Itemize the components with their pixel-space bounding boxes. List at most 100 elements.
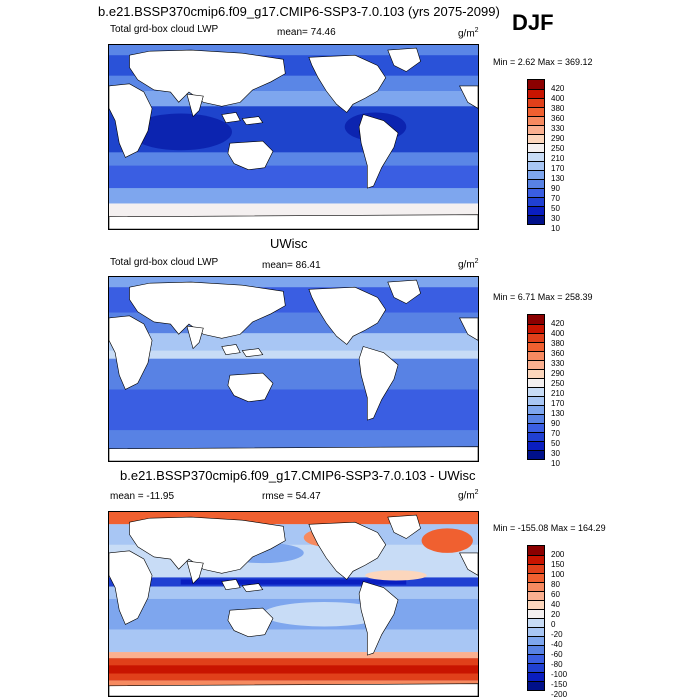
colorbar-swatch: [528, 125, 544, 134]
colorbar-swatch: [528, 423, 544, 432]
colorbar-swatch: [528, 206, 544, 215]
colorbar-swatch: [528, 441, 544, 450]
colorbar-swatch: [528, 179, 544, 188]
panel2-mean-label: mean= 86.41: [262, 260, 321, 271]
colorbar-label: 290: [551, 134, 565, 143]
colorbar-label: 420: [551, 319, 565, 328]
colorbar-label: 210: [551, 389, 565, 398]
colorbar-label: 90: [551, 419, 560, 428]
colorbar-label: 100: [551, 570, 565, 579]
colorbar-swatch: [528, 80, 544, 89]
colorbar-swatch: [528, 396, 544, 405]
panel3-rmse-label: rmse = 54.47: [262, 491, 321, 502]
panel1-unit-label: g/m2: [458, 27, 479, 40]
colorbar-swatch: [528, 98, 544, 107]
colorbar-label: 360: [551, 114, 565, 123]
colorbar-label: 130: [551, 174, 565, 183]
colorbar-label: 250: [551, 144, 565, 153]
colorbar-label: 250: [551, 379, 565, 388]
colorbar-swatch: [528, 161, 544, 170]
panel2-minmax-label: Min = 6.71 Max = 258.39: [493, 292, 593, 302]
panel3-title: b.e21.BSSP370cmip6.f09_g17.CMIP6-SSP3-7.…: [120, 468, 476, 483]
colorbar-swatch: [528, 333, 544, 342]
panel2-colorbar: [527, 314, 545, 460]
colorbar-label: 20: [551, 610, 560, 619]
panel1-variable-label: Total grd-box cloud LWP: [110, 24, 219, 35]
colorbar-label: 200: [551, 550, 565, 559]
colorbar-swatch: [528, 170, 544, 179]
colorbar-label: -60: [551, 650, 563, 659]
colorbar-label: 290: [551, 369, 565, 378]
colorbar-swatch: [528, 450, 544, 459]
panel3-colorbar: [527, 545, 545, 691]
colorbar-swatch: [528, 315, 544, 324]
colorbar-swatch: [528, 564, 544, 573]
panel1-mean-label: mean= 74.46: [277, 27, 336, 38]
colorbar-label: 380: [551, 104, 565, 113]
colorbar-swatch: [528, 627, 544, 636]
panel2-map: [108, 276, 479, 462]
colorbar-label: 420: [551, 84, 565, 93]
colorbar-label: 360: [551, 349, 565, 358]
panel1-map: [108, 44, 479, 230]
colorbar-label: 60: [551, 590, 560, 599]
panel3-mean-label: mean = -11.95: [110, 491, 175, 502]
colorbar-swatch: [528, 591, 544, 600]
colorbar-swatch: [528, 369, 544, 378]
colorbar-swatch: [528, 555, 544, 564]
colorbar-swatch: [528, 414, 544, 423]
colorbar-label: 10: [551, 459, 560, 468]
colorbar-swatch: [528, 143, 544, 152]
colorbar-swatch: [528, 387, 544, 396]
colorbar-label: 90: [551, 184, 560, 193]
colorbar-swatch: [528, 405, 544, 414]
colorbar-swatch: [528, 215, 544, 224]
colorbar-label: -150: [551, 680, 568, 689]
colorbar-label: -100: [551, 670, 568, 679]
colorbar-label: 80: [551, 580, 560, 589]
colorbar-label: 330: [551, 124, 565, 133]
panel1-colorbar: [527, 79, 545, 225]
panel3-minmax-label: Min = -155.08 Max = 164.29: [493, 523, 606, 533]
colorbar-label: -80: [551, 660, 563, 669]
panel2-variable-label: Total grd-box cloud LWP: [110, 257, 219, 268]
panel3-unit-label: g/m2: [458, 489, 479, 502]
colorbar-swatch: [528, 378, 544, 387]
colorbar-swatch: [528, 663, 544, 672]
panel1-minmax-label: Min = 2.62 Max = 369.12: [493, 57, 593, 67]
colorbar-swatch: [528, 573, 544, 582]
colorbar-swatch: [528, 636, 544, 645]
colorbar-swatch: [528, 107, 544, 116]
colorbar-label: 50: [551, 439, 560, 448]
panel2-title: UWisc: [270, 236, 308, 251]
colorbar-label: 70: [551, 194, 560, 203]
colorbar-label: -40: [551, 640, 563, 649]
colorbar-label: 10: [551, 224, 560, 233]
colorbar-swatch: [528, 546, 544, 555]
panel2-unit-label: g/m2: [458, 258, 479, 271]
colorbar-label: 400: [551, 329, 565, 338]
colorbar-swatch: [528, 600, 544, 609]
colorbar-label: 30: [551, 449, 560, 458]
colorbar-swatch: [528, 618, 544, 627]
colorbar-label: 30: [551, 214, 560, 223]
colorbar-swatch: [528, 672, 544, 681]
colorbar-swatch: [528, 116, 544, 125]
colorbar-swatch: [528, 654, 544, 663]
colorbar-label: 130: [551, 409, 565, 418]
colorbar-swatch: [528, 134, 544, 143]
colorbar-swatch: [528, 152, 544, 161]
colorbar-label: 40: [551, 600, 560, 609]
colorbar-label: 170: [551, 164, 565, 173]
colorbar-label: 70: [551, 429, 560, 438]
figure-title: b.e21.BSSP370cmip6.f09_g17.CMIP6-SSP3-7.…: [98, 4, 500, 19]
colorbar-swatch: [528, 351, 544, 360]
colorbar-label: 330: [551, 359, 565, 368]
colorbar-label: -200: [551, 690, 568, 699]
colorbar-label: 50: [551, 204, 560, 213]
colorbar-swatch: [528, 342, 544, 351]
colorbar-swatch: [528, 89, 544, 98]
colorbar-swatch: [528, 324, 544, 333]
colorbar-label: 380: [551, 339, 565, 348]
colorbar-swatch: [528, 197, 544, 206]
